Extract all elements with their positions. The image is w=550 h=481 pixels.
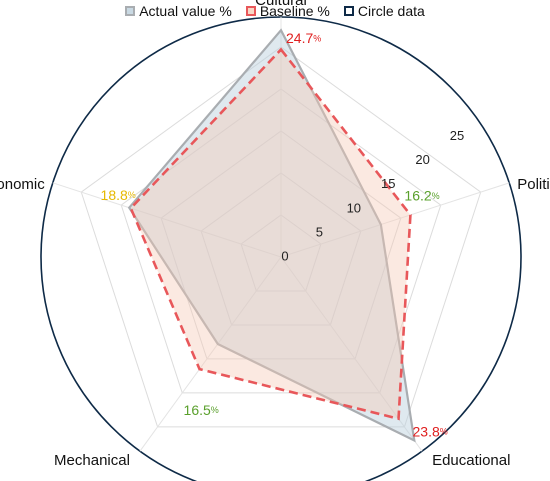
radial-tick-0: 0 [281, 248, 288, 263]
legend-label-circle: Circle data [357, 3, 425, 19]
radial-tick-20: 20 [415, 152, 429, 167]
radial-tick-10: 10 [347, 200, 361, 215]
legend-swatch-actual [125, 6, 136, 16]
value-label-political: 16.2% [404, 188, 439, 204]
value-label-cultural: 24.7% [286, 30, 321, 46]
axis-label-mechanical: Mechanical [54, 452, 130, 469]
legend-item-actual[interactable]: Actual value % [125, 3, 232, 19]
value-label-economic: 18.8% [101, 187, 136, 203]
chart-legend: Actual value % Baseline % Circle data [0, 3, 550, 19]
value-label-mechanical: 16.5% [184, 402, 219, 418]
radial-tick-25: 25 [450, 128, 464, 143]
grid-ring-15 [160, 130, 402, 360]
axis-label-political: Political [517, 176, 550, 193]
grid-ring-5 [240, 214, 322, 292]
value-label-unit: % [432, 191, 440, 201]
spoke-mechanical [139, 256, 282, 452]
axis-label-cultural: Cultural [255, 0, 307, 9]
value-label-unit: % [211, 406, 219, 416]
axis-label-economic: Economic [0, 176, 45, 193]
legend-item-circle[interactable]: Circle data [343, 3, 425, 19]
value-label-educational: 23.8% [413, 423, 448, 439]
legend-swatch-baseline [245, 6, 256, 16]
legend-swatch-circle [343, 6, 354, 16]
value-label-unit: % [128, 191, 136, 201]
legend-item-baseline[interactable]: Baseline % [245, 3, 330, 19]
spoke-political [280, 182, 510, 258]
axis-label-educational: Educational [432, 452, 510, 469]
radial-tick-5: 5 [316, 224, 323, 239]
legend-label-baseline: Baseline % [259, 3, 330, 19]
series-baseline [129, 47, 412, 421]
grid-ring-10 [200, 172, 362, 326]
legend-label-actual: Actual value % [139, 3, 232, 19]
value-label-unit: % [440, 427, 448, 437]
grid-ring-25 [80, 46, 482, 428]
spoke-economic [52, 182, 282, 258]
value-label-unit: % [313, 34, 321, 44]
radial-tick-15: 15 [381, 176, 395, 191]
